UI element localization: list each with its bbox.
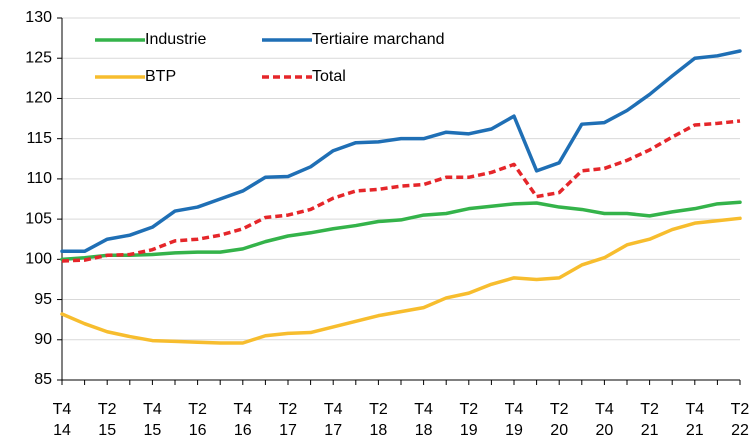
x-tick-label: T2 16 bbox=[188, 401, 207, 439]
x-tick-label-line: T2 bbox=[550, 401, 569, 418]
x-tick-label: T4 17 bbox=[324, 401, 343, 439]
x-tick-label: T4 21 bbox=[685, 401, 704, 439]
x-tick-label-line: 15 bbox=[144, 422, 162, 439]
y-tick-label: 95 bbox=[34, 291, 52, 308]
x-tick-label-line: 20 bbox=[596, 422, 614, 439]
x-tick-label: T4 15 bbox=[143, 401, 162, 439]
x-tick-label: T4 20 bbox=[595, 401, 614, 439]
x-tick-label-line: 17 bbox=[324, 422, 342, 439]
x-tick-label-line: T4 bbox=[595, 401, 614, 418]
x-tick-label-line: 21 bbox=[641, 422, 659, 439]
line bbox=[60, 216, 742, 345]
x-tick-label-line: 20 bbox=[550, 422, 568, 439]
x-tick-label-line: 19 bbox=[505, 422, 523, 439]
y-tick-label: 130 bbox=[25, 9, 52, 26]
x-tick-label-line: 16 bbox=[189, 422, 207, 439]
x-tick-label: T2 21 bbox=[640, 401, 659, 439]
x-tick-label: T4 16 bbox=[233, 401, 252, 439]
y-tick-label: 85 bbox=[34, 371, 52, 388]
x-tick-label: T2 17 bbox=[279, 401, 298, 439]
legend-label: Industrie bbox=[145, 31, 206, 48]
x-tick-label: T2 18 bbox=[369, 401, 388, 439]
x-tick-label-line: T2 bbox=[731, 401, 750, 418]
x-tick-label-line: 19 bbox=[460, 422, 478, 439]
x-tick-label-line: T2 bbox=[640, 401, 659, 418]
y-tick-label: 110 bbox=[26, 170, 52, 187]
x-tick-label-line: 22 bbox=[731, 422, 749, 439]
x-tick-label-line: T2 bbox=[369, 401, 388, 418]
x-tick-label-line: T4 bbox=[233, 401, 252, 418]
x-tick-label-line: T2 bbox=[98, 401, 117, 418]
y-tick-label: 115 bbox=[26, 130, 52, 147]
x-tick-label-line: T2 bbox=[188, 401, 207, 418]
y-tick-label: 120 bbox=[25, 90, 52, 107]
x-tick-label-line: 18 bbox=[370, 422, 388, 439]
legend-label: Tertiaire marchand bbox=[312, 31, 445, 48]
x-tick-label-line: T4 bbox=[685, 401, 704, 418]
x-tick-label-line: 17 bbox=[279, 422, 297, 439]
x-tick-label: T2 15 bbox=[98, 401, 117, 439]
x-tick-label-line: T2 bbox=[279, 401, 298, 418]
x-tick-label-line: 14 bbox=[53, 422, 71, 439]
x-tick-label: T4 19 bbox=[505, 401, 524, 439]
x-tick-label-line: 16 bbox=[234, 422, 252, 439]
x-tick-label: T2 19 bbox=[459, 401, 478, 439]
x-tick-label-line: T4 bbox=[53, 401, 72, 418]
x-tick-label-line: T4 bbox=[143, 401, 162, 418]
y-tick-label: 105 bbox=[25, 210, 52, 227]
x-tick-label: T2 22 bbox=[731, 401, 750, 439]
x-tick-label-line: T4 bbox=[505, 401, 524, 418]
x-tick-label-line: 15 bbox=[98, 422, 116, 439]
y-tick-label: 90 bbox=[34, 331, 52, 348]
x-tick-label-line: T2 bbox=[459, 401, 478, 418]
line bbox=[60, 200, 742, 262]
x-tick-label-line: T4 bbox=[324, 401, 343, 418]
x-tick-label-line: T4 bbox=[414, 401, 433, 418]
x-tick-label: T4 14 bbox=[53, 401, 72, 439]
y-tick-label: 100 bbox=[25, 251, 52, 268]
x-tick-label: T2 20 bbox=[550, 401, 569, 439]
legend-label: BTP bbox=[145, 68, 176, 85]
x-tick-label-line: 18 bbox=[415, 422, 433, 439]
line bbox=[60, 49, 742, 254]
line bbox=[61, 119, 741, 263]
x-tick-label-line: 21 bbox=[686, 422, 704, 439]
y-tick-label: 125 bbox=[25, 49, 52, 66]
x-tick-label: T4 18 bbox=[414, 401, 433, 439]
legend-label: Total bbox=[312, 68, 346, 85]
